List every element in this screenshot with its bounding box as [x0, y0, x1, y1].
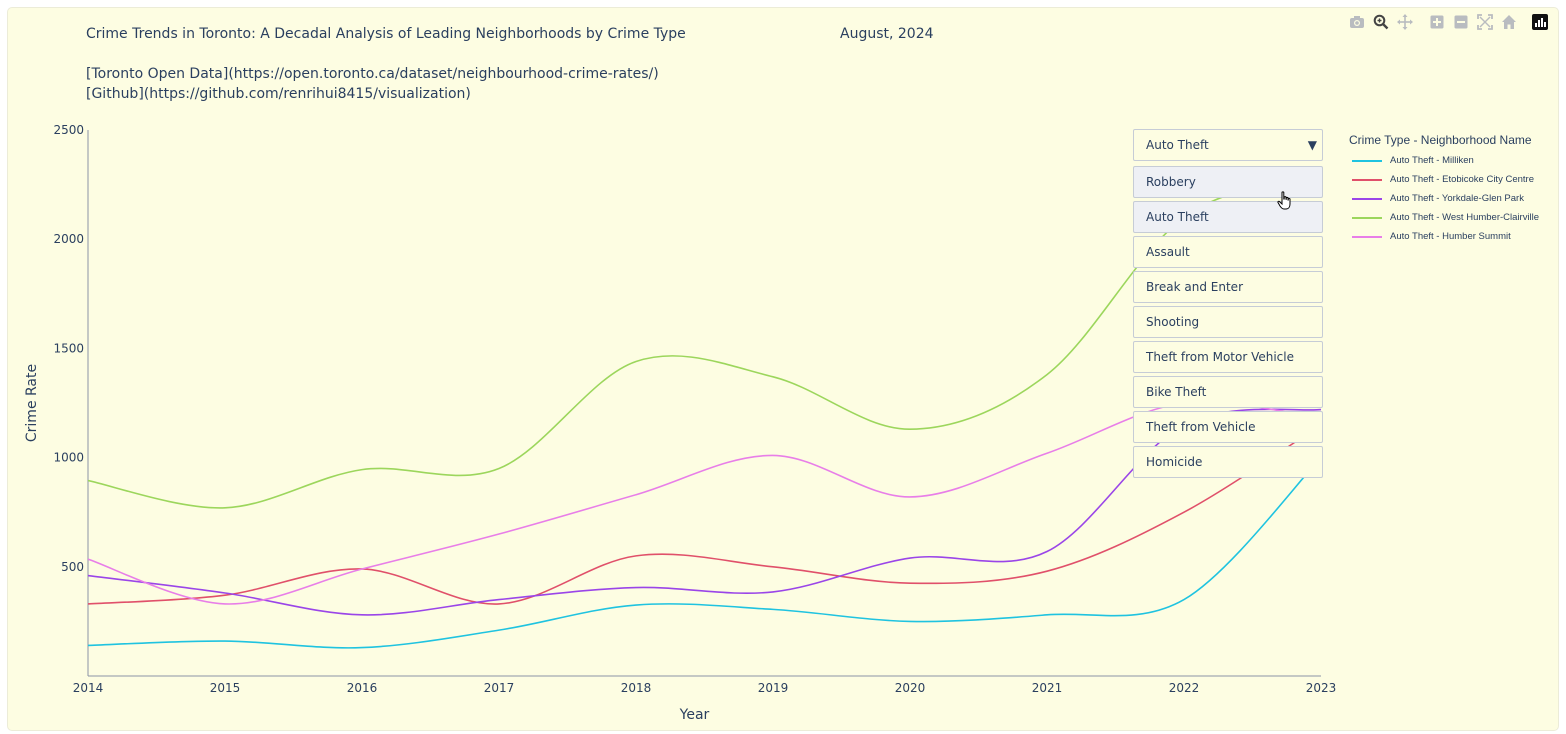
dropdown-option-auto-theft[interactable]: Auto Theft — [1133, 201, 1323, 233]
dropdown-selected[interactable]: Auto Theft ▼ — [1133, 129, 1323, 161]
dropdown-option-homicide[interactable]: Homicide — [1133, 446, 1323, 478]
x-axis-title: Year — [679, 707, 710, 723]
x-tick-label: 2016 — [347, 681, 378, 695]
y-tick-label: 1000 — [53, 451, 84, 465]
source-link-github[interactable]: [Github](https://github.com/renrihui8415… — [86, 86, 471, 102]
dropdown-option-theft-from-vehicle[interactable]: Theft from Vehicle — [1133, 411, 1323, 443]
x-tick-label: 2017 — [484, 681, 515, 695]
series-line-1[interactable] — [88, 457, 1321, 649]
legend-item[interactable]: Auto Theft - Etobicoke City Centre — [1349, 170, 1539, 189]
x-tick-label: 2020 — [895, 681, 926, 695]
modebar — [1348, 12, 1548, 32]
legend-label: Auto Theft - Humber Summit — [1390, 231, 1511, 242]
legend-label: Auto Theft - Etobicoke City Centre — [1390, 174, 1534, 185]
legend-label: Auto Theft - West Humber-Clairville — [1390, 212, 1540, 223]
chart-title: Crime Trends in Toronto: A Decadal Analy… — [86, 26, 686, 42]
legend-swatch — [1352, 235, 1382, 238]
pan-icon[interactable] — [1396, 13, 1414, 31]
zoom-icon[interactable] — [1372, 13, 1390, 31]
legend-label: Auto Theft - Yorkdale-Glen Park — [1390, 193, 1524, 204]
legend-item[interactable]: Auto Theft - West Humber-Clairville — [1349, 208, 1539, 227]
legend-item[interactable]: Auto Theft - Humber Summit — [1349, 227, 1539, 246]
y-tick-label: 2500 — [53, 123, 84, 137]
dropdown-option-shooting[interactable]: Shooting — [1133, 306, 1323, 338]
source-link-toronto-open-data[interactable]: [Toronto Open Data](https://open.toronto… — [86, 66, 659, 82]
legend-item[interactable]: Auto Theft - Milliken — [1349, 151, 1539, 170]
dropdown-option-robbery[interactable]: Robbery — [1133, 166, 1323, 198]
zoom-out-icon[interactable] — [1452, 13, 1470, 31]
dropdown-option-bike-theft[interactable]: Bike Theft — [1133, 376, 1323, 408]
x-tick-label: 2022 — [1169, 681, 1200, 695]
series-line-3[interactable] — [88, 408, 1321, 616]
camera-icon[interactable] — [1348, 13, 1366, 31]
legend-label: Auto Theft - Milliken — [1390, 155, 1474, 166]
dropdown-option-assault[interactable]: Assault — [1133, 236, 1323, 268]
y-tick-label: 2000 — [53, 232, 84, 246]
x-tick-label: 2023 — [1306, 681, 1337, 695]
caret-down-icon: ▼ — [1307, 138, 1317, 152]
legend-title: Crime Type - Neighborhood Name — [1349, 133, 1532, 147]
x-tick-label: 2019 — [758, 681, 789, 695]
dropdown-option-theft-from-motor-vehicle[interactable]: Theft from Motor Vehicle — [1133, 341, 1323, 373]
zoom-in-icon[interactable] — [1428, 13, 1446, 31]
title-block: Crime Trends in Toronto: A Decadal Analy… — [86, 24, 686, 104]
autoscale-icon[interactable] — [1476, 13, 1494, 31]
legend: Crime Type - Neighborhood Name Auto Thef… — [1349, 133, 1539, 246]
y-tick-label: 500 — [61, 560, 84, 574]
x-tick-label: 2015 — [210, 681, 241, 695]
series-line-5[interactable] — [88, 401, 1321, 605]
x-tick-label: 2021 — [1032, 681, 1063, 695]
home-icon[interactable] — [1500, 13, 1518, 31]
chart-date: August, 2024 — [840, 26, 934, 42]
series-line-2[interactable] — [88, 424, 1321, 605]
legend-swatch — [1352, 216, 1382, 219]
legend-item[interactable]: Auto Theft - Yorkdale-Glen Park — [1349, 189, 1539, 208]
x-tick-label: 2014 — [73, 681, 104, 695]
series-line-4[interactable] — [88, 172, 1321, 509]
dropdown-selected-label: Auto Theft — [1146, 138, 1209, 152]
y-tick-label: 1500 — [53, 341, 84, 355]
dropdown-option-break-and-enter[interactable]: Break and Enter — [1133, 271, 1323, 303]
crime-type-dropdown[interactable]: Auto Theft ▼ Robbery Auto Theft Assault Bre… — [1133, 129, 1323, 481]
dropdown-options: Robbery Auto Theft Assault Break and Enter S… — [1133, 166, 1323, 478]
x-tick-label: 2018 — [621, 681, 652, 695]
legend-swatch — [1352, 178, 1382, 181]
legend-swatch — [1352, 159, 1382, 162]
hand-cursor-icon — [1277, 191, 1291, 210]
legend-swatch — [1352, 197, 1382, 200]
y-axis-title: Crime Rate — [24, 364, 40, 442]
plotly-logo-icon[interactable] — [1532, 14, 1548, 30]
legend-items: Auto Theft - Milliken Auto Theft - Etobic… — [1349, 151, 1539, 246]
